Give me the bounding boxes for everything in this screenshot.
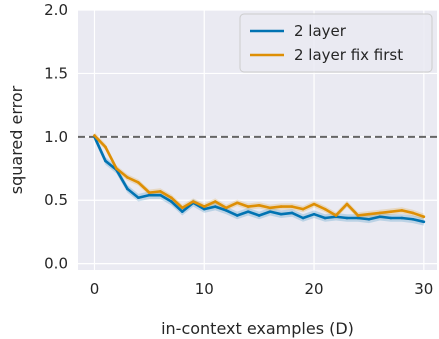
series-1-point-2 (115, 167, 118, 170)
series-0-point-17 (279, 212, 283, 216)
series-0-point-27 (389, 216, 393, 220)
series-1-point-6 (159, 190, 162, 193)
series-0-point-6 (159, 193, 162, 197)
series-1-point-27 (389, 210, 393, 213)
series-1-point-26 (378, 211, 382, 215)
series-1-point-13 (235, 201, 239, 205)
series-0-point-21 (323, 216, 327, 220)
legend-box (239, 13, 433, 73)
series-0-point-18 (290, 211, 294, 215)
series-1-point-3 (126, 176, 129, 179)
series-1-point-4 (137, 181, 140, 184)
y-tick-label-3: 1.5 (44, 64, 68, 82)
series-1-point-22 (334, 214, 338, 217)
series-0-point-5 (148, 193, 151, 197)
series-0-point-8 (181, 210, 184, 213)
series-1-point-15 (257, 204, 261, 207)
x-tick-label-3: 30 (414, 280, 433, 298)
series-0-point-1 (104, 159, 107, 163)
series-0-point-29 (411, 217, 415, 221)
y-tick-label-1: 0.5 (44, 191, 68, 209)
series-1-point-14 (246, 205, 250, 208)
series-0-point-30 (422, 220, 426, 224)
x-tick-label-1: 10 (195, 280, 214, 298)
series-0-point-25 (367, 217, 371, 221)
series-0-point-7 (170, 200, 173, 203)
series-0-point-23 (345, 216, 349, 220)
series-0-point-15 (257, 214, 261, 217)
series-1-point-20 (312, 202, 316, 206)
series-0-point-11 (213, 205, 217, 208)
x-tick-label-2: 20 (304, 280, 323, 298)
series-1-point-10 (202, 205, 206, 208)
series-0-point-20 (312, 212, 316, 216)
series-1-point-24 (356, 214, 360, 217)
series-1-point-23 (345, 202, 349, 206)
series-1-point-5 (148, 191, 151, 194)
series-0-point-10 (202, 207, 206, 211)
x-tick-label-0: 0 (90, 280, 100, 298)
series-1-point-19 (301, 207, 305, 211)
series-1-point-0 (93, 134, 96, 137)
series-0-point-19 (301, 216, 305, 220)
y-axis-label: squared error (7, 85, 26, 194)
legend-label-0: 2 layer (294, 22, 347, 40)
series-1-point-1 (104, 145, 107, 149)
series-1-point-25 (367, 212, 371, 216)
y-tick-label-2: 1.0 (44, 128, 68, 146)
series-0-point-14 (246, 210, 250, 213)
series-0-point-12 (224, 209, 228, 212)
series-1-point-28 (400, 209, 404, 212)
series-1-point-18 (290, 205, 294, 208)
series-1-point-9 (191, 200, 195, 203)
legend-label-1: 2 layer fix first (294, 46, 403, 64)
series-1-point-16 (268, 206, 272, 210)
series-0-point-4 (137, 196, 140, 200)
series-1-point-7 (170, 196, 173, 200)
series-0-point-28 (400, 216, 404, 220)
series-0-point-26 (378, 215, 382, 219)
series-0-point-16 (268, 210, 272, 213)
series-0-point-3 (126, 187, 129, 191)
series-1-point-17 (279, 205, 283, 208)
series-0-point-13 (235, 214, 239, 217)
y-tick-label-4: 2.0 (44, 1, 68, 19)
series-1-point-8 (181, 206, 184, 210)
series-1-point-30 (422, 215, 426, 219)
series-1-point-29 (411, 211, 415, 215)
series-1-point-11 (213, 200, 217, 203)
series-0-point-24 (356, 216, 360, 220)
series-1-point-21 (323, 207, 327, 211)
y-tick-label-0: 0.0 (44, 255, 68, 273)
x-axis-label: in-context examples (D) (161, 319, 354, 338)
series-band-0 (94, 133, 424, 226)
series-1-point-12 (224, 206, 228, 210)
